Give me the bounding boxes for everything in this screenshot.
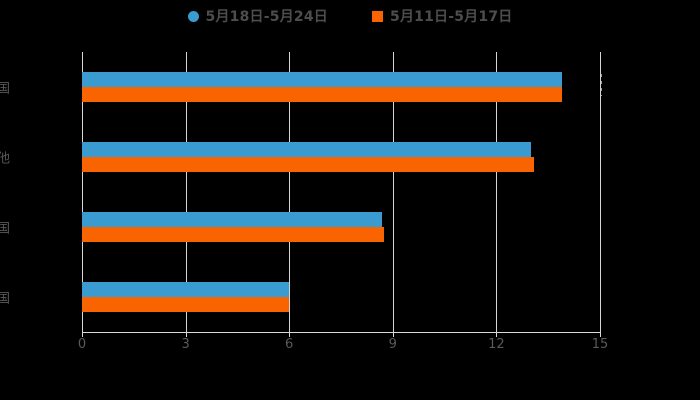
legend-item-series-2[interactable]: 5月11日-5月17日: [372, 6, 512, 26]
legend-label-series-2: 5月11日-5月17日: [390, 9, 513, 25]
legend-circle-marker-icon: [187, 10, 199, 22]
x-axis-tick: [185, 332, 187, 337]
gridline: [185, 52, 187, 332]
x-axis-label: 15: [591, 337, 609, 352]
x-axis-tick: [82, 332, 83, 337]
y-axis-label: 其他: [0, 151, 10, 167]
bar[interactable]: [82, 87, 562, 102]
x-axis-label: 6: [285, 337, 294, 352]
legend-item-series-1[interactable]: 5月18日-5月24日: [187, 6, 328, 26]
gridline: [600, 52, 601, 332]
bar[interactable]: [82, 142, 531, 157]
bar[interactable]: [82, 157, 535, 172]
dashed-reference-marker: [601, 74, 602, 96]
bar[interactable]: [82, 297, 290, 312]
plot-area: [82, 52, 602, 332]
x-axis-tick: [289, 332, 291, 337]
y-axis-label: 德国: [0, 81, 10, 97]
y-axis-label: 中国: [0, 221, 10, 237]
gridline: [496, 52, 498, 332]
bar-group: [82, 72, 600, 102]
chart-legend: 5月18日-5月24日 5月11日-5月17日: [0, 6, 700, 26]
x-axis-tick: [496, 332, 498, 337]
x-axis-tick: [392, 332, 394, 337]
bar[interactable]: [82, 227, 385, 242]
x-axis-label: 3: [181, 337, 190, 352]
x-axis-tick: [600, 332, 601, 337]
bar-group: [82, 282, 600, 312]
bar[interactable]: [82, 282, 290, 297]
x-axis-label: 0: [77, 337, 87, 352]
legend-label-series-1: 5月18日-5月24日: [205, 9, 328, 25]
gridline: [392, 52, 394, 332]
bar-group: [82, 212, 600, 242]
gridline: [82, 52, 83, 332]
x-axis-line: [82, 332, 601, 333]
bar[interactable]: [82, 212, 383, 227]
gridline: [289, 52, 291, 332]
bar[interactable]: [82, 72, 562, 87]
y-axis-label: 英国: [0, 291, 10, 307]
x-axis-label: 9: [388, 337, 397, 352]
bar-group: [82, 142, 600, 172]
x-axis-label: 12: [488, 337, 505, 352]
legend-square-marker-icon: [372, 10, 383, 22]
